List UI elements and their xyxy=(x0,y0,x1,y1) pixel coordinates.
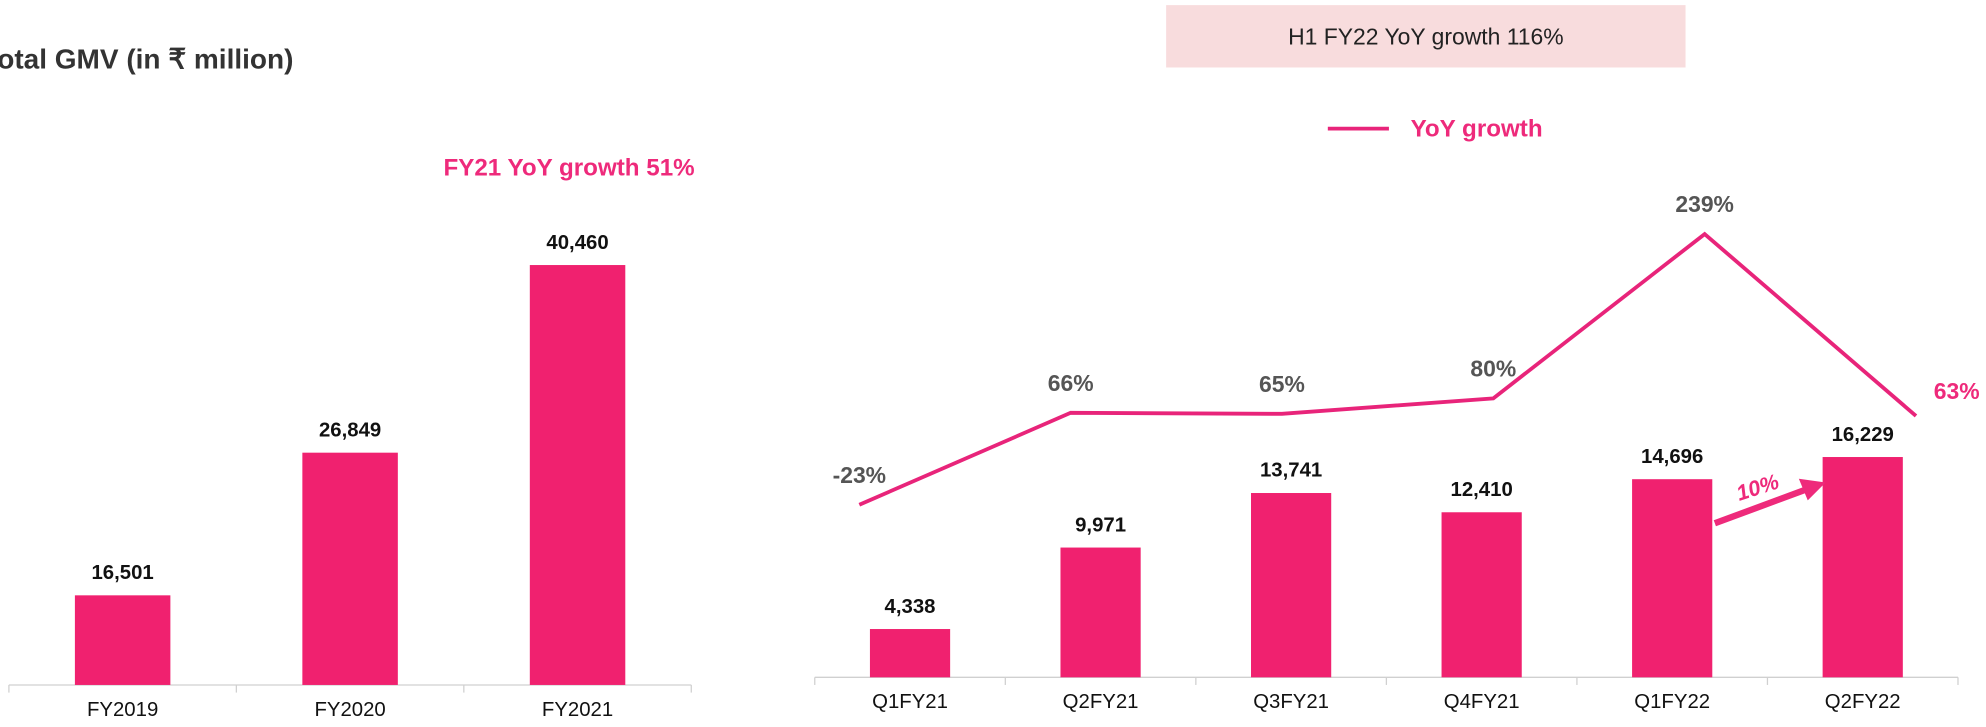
data-label: 16,501 xyxy=(91,562,153,584)
data-label: 12,410 xyxy=(1451,479,1513,501)
data-label: 13,741 xyxy=(1260,460,1322,482)
data-label: 40,460 xyxy=(546,232,608,254)
bar xyxy=(1060,547,1141,678)
x-tick-label: FY2020 xyxy=(314,699,385,721)
bar xyxy=(302,452,398,685)
bar xyxy=(1632,479,1713,678)
line xyxy=(858,231,1918,507)
x-tick-label: FY2019 xyxy=(87,699,158,721)
data-label: 9,971 xyxy=(1075,514,1126,536)
legend-label: YoY growth xyxy=(1411,115,1543,142)
bar xyxy=(1251,493,1332,678)
bar xyxy=(74,595,171,685)
data-label: 63% xyxy=(1934,378,1980,404)
x-tick-label: Q4FY21 xyxy=(1444,691,1520,713)
data-label: 80% xyxy=(1470,355,1516,381)
data-label: 66% xyxy=(1048,370,1094,396)
data-label: 26,849 xyxy=(319,419,381,441)
bar xyxy=(529,265,626,685)
chart-title: Total GMV (in ₹ million) xyxy=(0,44,293,75)
data-label: 4,338 xyxy=(885,596,936,618)
x-tick-label: Q2FY22 xyxy=(1825,691,1901,713)
bar xyxy=(1822,457,1903,678)
x-tick-label: Q1FY22 xyxy=(1634,691,1710,713)
x-tick-label: Q2FY21 xyxy=(1063,691,1139,713)
annotation: H1 FY22 YoY growth 116% xyxy=(1288,23,1564,49)
bar xyxy=(1441,512,1522,678)
data-label: 14,696 xyxy=(1641,446,1703,468)
bar xyxy=(869,629,951,678)
x-tick-label: Q3FY21 xyxy=(1253,691,1329,713)
annotation: FY21 YoY growth 51% xyxy=(443,155,694,182)
x-tick-label: FY2021 xyxy=(542,699,613,721)
arrow xyxy=(1713,485,1809,527)
data-label: 16,229 xyxy=(1832,424,1894,446)
x-tick-label: Q1FY21 xyxy=(872,691,948,713)
data-label: 65% xyxy=(1259,371,1305,397)
data-label: 239% xyxy=(1675,191,1734,217)
annotation-box xyxy=(1166,5,1686,68)
data-label: -23% xyxy=(833,462,886,488)
